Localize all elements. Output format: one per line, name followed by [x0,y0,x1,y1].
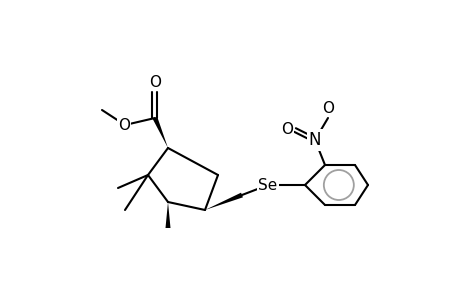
Text: O: O [118,118,130,133]
Polygon shape [165,202,170,228]
Text: N: N [308,131,320,149]
Text: O: O [280,122,292,137]
Text: O: O [149,75,161,90]
Polygon shape [152,117,168,148]
Text: methyl: methyl [56,103,100,116]
Text: O: O [321,101,333,116]
Text: Se: Se [258,178,277,194]
Polygon shape [205,193,242,210]
